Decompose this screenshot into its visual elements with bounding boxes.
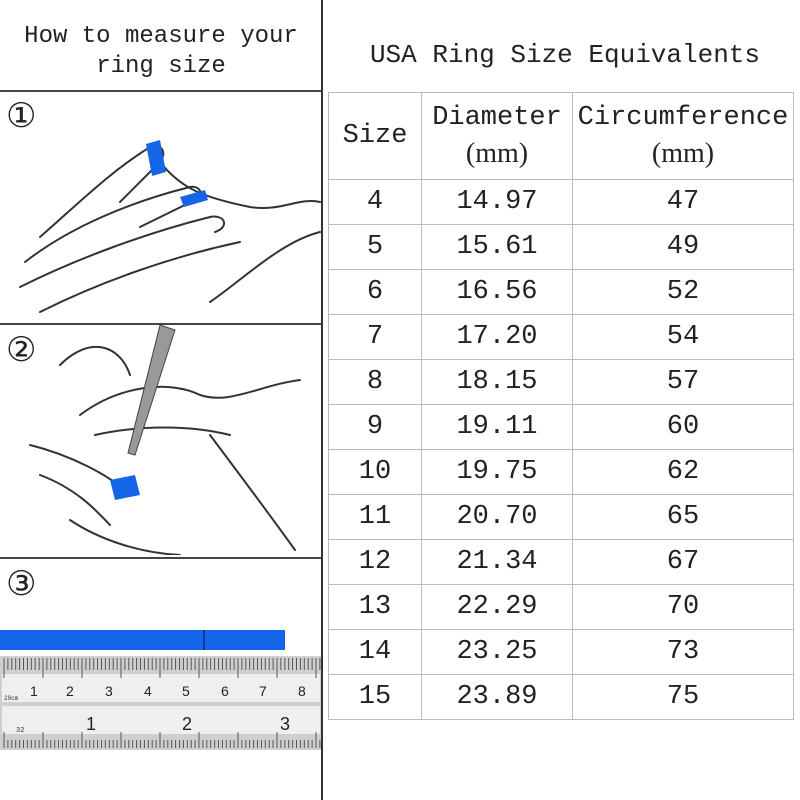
- circumference-cell: 57: [572, 359, 794, 405]
- diameter-cell: 17.20: [421, 314, 573, 360]
- header-label: Diameter: [432, 103, 562, 133]
- size-cell: 10: [328, 449, 422, 495]
- table-header-row: Size Diameter (mm) Circumference (mm): [328, 92, 794, 180]
- circumference-cell: 67: [572, 539, 794, 585]
- diameter-cell: 23.25: [421, 629, 573, 675]
- circumference-cell: 49: [572, 224, 794, 270]
- header-label: Size: [342, 121, 408, 151]
- size-cell: 4: [328, 179, 422, 225]
- size-cell: 5: [328, 224, 422, 270]
- table-row: 11 20.70 65: [328, 494, 794, 540]
- table-row: 8 18.15 57: [328, 359, 794, 405]
- header-label: Circumference: [577, 103, 789, 133]
- instructions-panel: How to measure your ring size ① ② ③: [0, 0, 322, 800]
- divider: [0, 557, 322, 559]
- paper-strip: [0, 630, 285, 650]
- size-cell: 15: [328, 674, 422, 720]
- ruler-cm-label: 3: [105, 683, 113, 699]
- ruler-illustration: 20cm 32 1 2 3 4 5 6 7 8 1 2 3: [0, 656, 322, 750]
- circumference-cell: 54: [572, 314, 794, 360]
- circumference-cell: 62: [572, 449, 794, 495]
- diameter-cell: 22.29: [421, 584, 573, 630]
- ruler-unit-label: 32: [16, 727, 24, 735]
- table-row: 9 19.11 60: [328, 404, 794, 450]
- header-size: Size: [328, 92, 422, 180]
- ring-size-table: Size Diameter (mm) Circumference (mm) 4 14.…: [328, 92, 794, 720]
- circumference-cell: 47: [572, 179, 794, 225]
- heading-line-2: ring size: [96, 53, 226, 80]
- diameter-cell: 20.70: [421, 494, 573, 540]
- diameter-cell: 19.75: [421, 449, 573, 495]
- step-2-number: ②: [6, 332, 37, 369]
- ruler-cm-label: 5: [182, 683, 190, 699]
- size-cell: 7: [328, 314, 422, 360]
- ruler-cm-label: 7: [259, 683, 267, 699]
- step-3-number: ③: [6, 566, 37, 603]
- heading-line-1: How to measure your: [24, 23, 298, 50]
- diameter-cell: 23.89: [421, 674, 573, 720]
- diameter-cell: 16.56: [421, 269, 573, 315]
- ruler-unit-label: 20cm: [4, 695, 19, 702]
- circumference-cell: 52: [572, 269, 794, 315]
- ruler-cm-label: 8: [298, 683, 306, 699]
- instructions-heading: How to measure your ring size: [0, 22, 322, 82]
- table-row: 5 15.61 49: [328, 224, 794, 270]
- diameter-cell: 18.15: [421, 359, 573, 405]
- diameter-cell: 15.61: [421, 224, 573, 270]
- divider: [0, 323, 322, 325]
- table-row: 7 17.20 54: [328, 314, 794, 360]
- size-cell: 9: [328, 404, 422, 450]
- diameter-cell: 21.34: [421, 539, 573, 585]
- circumference-cell: 75: [572, 674, 794, 720]
- ruler-cm-label: 4: [144, 683, 152, 699]
- ruler-inch-label: 3: [280, 714, 290, 734]
- header-unit: (mm): [465, 138, 529, 169]
- ruler-inch-label: 1: [86, 714, 96, 734]
- table-row: 4 14.97 47: [328, 179, 794, 225]
- panel-divider: [321, 0, 323, 800]
- diameter-cell: 14.97: [421, 179, 573, 225]
- size-cell: 14: [328, 629, 422, 675]
- table-row: 13 22.29 70: [328, 584, 794, 630]
- table-row: 10 19.75 62: [328, 449, 794, 495]
- size-cell: 12: [328, 539, 422, 585]
- table-row: 14 23.25 73: [328, 629, 794, 675]
- table-row: 6 16.56 52: [328, 269, 794, 315]
- header-diameter: Diameter (mm): [421, 92, 573, 180]
- diameter-cell: 19.11: [421, 404, 573, 450]
- table-title: USA Ring Size Equivalents: [369, 40, 761, 70]
- size-cell: 13: [328, 584, 422, 630]
- header-unit: (mm): [651, 138, 715, 169]
- ruler-cm-label: 6: [221, 683, 229, 699]
- table-row: 12 21.34 67: [328, 539, 794, 585]
- divider: [0, 90, 322, 92]
- strip-mark: [203, 630, 205, 650]
- ruler-cm-label: 2: [66, 683, 74, 699]
- step-1-number: ①: [6, 98, 37, 135]
- size-cell: 8: [328, 359, 422, 405]
- size-cell: 11: [328, 494, 422, 540]
- header-circumference: Circumference (mm): [572, 92, 794, 180]
- circumference-cell: 65: [572, 494, 794, 540]
- circumference-cell: 60: [572, 404, 794, 450]
- circumference-cell: 70: [572, 584, 794, 630]
- size-cell: 6: [328, 269, 422, 315]
- circumference-cell: 73: [572, 629, 794, 675]
- hand-with-paper-strip-illustration: [19, 140, 321, 313]
- table-row: 15 23.89 75: [328, 674, 794, 720]
- ruler-cm-label: 1: [30, 683, 38, 699]
- ruler-inch-label: 2: [182, 714, 192, 734]
- hand-marking-strip-illustration: [29, 325, 301, 555]
